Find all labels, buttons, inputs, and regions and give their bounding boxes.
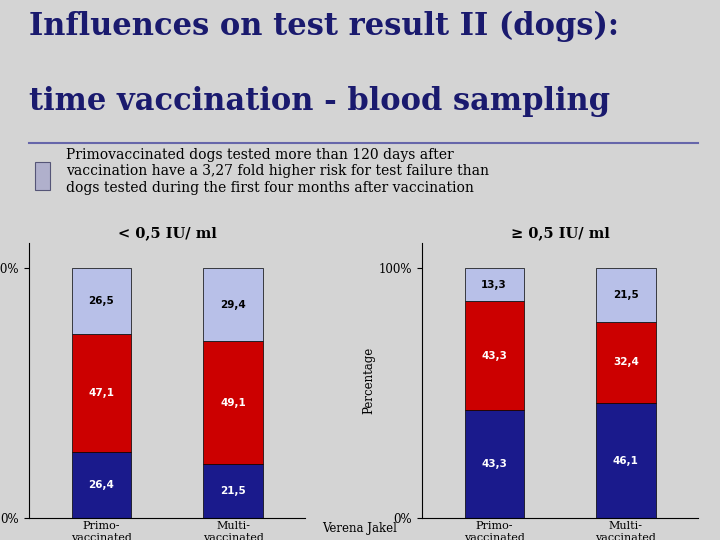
Text: 49,1: 49,1 [220,398,246,408]
Title: < 0,5 IU/ ml: < 0,5 IU/ ml [117,226,217,240]
Text: Primovaccinated dogs tested more than 120 days after
vaccination have a 3,27 fol: Primovaccinated dogs tested more than 12… [66,148,489,194]
Text: 13,3: 13,3 [481,280,507,289]
Text: 46,1: 46,1 [613,456,639,465]
Bar [203,464,263,518]
Bar [596,268,656,322]
Bar [35,162,50,190]
Title: ≥ 0,5 IU/ ml: ≥ 0,5 IU/ ml [510,226,610,240]
Text: 47,1: 47,1 [89,388,114,398]
Text: 26,4: 26,4 [89,480,114,490]
Text: 43,3: 43,3 [481,459,507,469]
Y-axis label: Percentage: Percentage [363,347,376,414]
Text: 21,5: 21,5 [613,289,639,300]
Bar [71,268,131,334]
Text: Verena Jakel: Verena Jakel [323,522,397,535]
Bar [464,268,524,301]
Text: time vaccination - blood sampling: time vaccination - blood sampling [29,86,610,117]
Bar [71,334,131,452]
Bar [596,322,656,403]
Bar [203,268,263,341]
Text: 21,5: 21,5 [220,487,246,496]
Bar [203,341,263,464]
Text: 43,3: 43,3 [481,350,507,361]
Text: 29,4: 29,4 [220,300,246,309]
Bar [464,301,524,410]
Text: Influences on test result II (dogs):: Influences on test result II (dogs): [29,11,619,42]
Bar [596,403,656,518]
Bar [71,452,131,518]
Text: 32,4: 32,4 [613,357,639,367]
Bar [464,410,524,518]
Text: 26,5: 26,5 [89,296,114,306]
